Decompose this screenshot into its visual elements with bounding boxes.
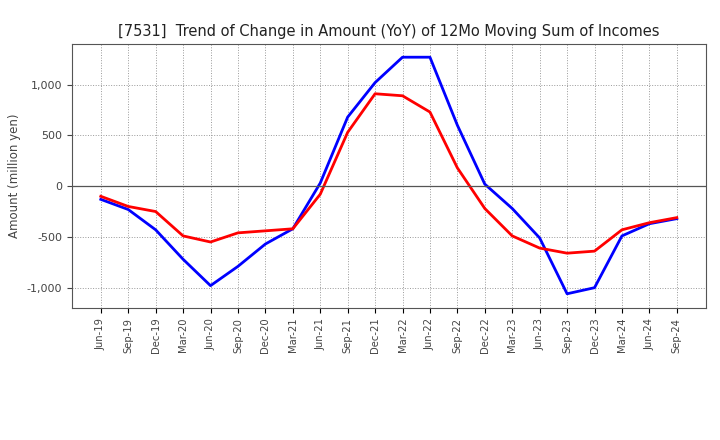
Net Income (179, 233, 187, 238)
Net Income (233, 230, 242, 235)
Ordinary Income (96, 197, 105, 202)
Net Income (480, 206, 489, 211)
Net Income (289, 226, 297, 231)
Net Income (590, 249, 599, 254)
Ordinary Income (124, 207, 132, 212)
Ordinary Income (590, 285, 599, 290)
Ordinary Income (316, 180, 325, 186)
Ordinary Income (508, 206, 516, 211)
Ordinary Income (206, 283, 215, 288)
Ordinary Income (289, 226, 297, 231)
Ordinary Income (645, 221, 654, 226)
Ordinary Income (480, 181, 489, 187)
Net Income (453, 165, 462, 171)
Ordinary Income (563, 291, 572, 297)
Net Income (398, 93, 407, 99)
Ordinary Income (261, 242, 270, 247)
Ordinary Income (343, 114, 352, 120)
Net Income (426, 110, 434, 115)
Title: [7531]  Trend of Change in Amount (YoY) of 12Mo Moving Sum of Incomes: [7531] Trend of Change in Amount (YoY) o… (118, 24, 660, 39)
Net Income (645, 220, 654, 225)
Net Income (508, 233, 516, 238)
Net Income (206, 239, 215, 245)
Ordinary Income (536, 235, 544, 241)
Ordinary Income (151, 227, 160, 232)
Ordinary Income (426, 55, 434, 60)
Net Income (124, 204, 132, 209)
Net Income (536, 246, 544, 251)
Ordinary Income (233, 264, 242, 269)
Ordinary Income (672, 216, 681, 221)
Net Income (563, 250, 572, 256)
Ordinary Income (179, 257, 187, 262)
Net Income (343, 130, 352, 135)
Ordinary Income (371, 80, 379, 85)
Net Income (672, 215, 681, 220)
Ordinary Income (453, 123, 462, 128)
Net Income (96, 194, 105, 199)
Ordinary Income (618, 233, 626, 238)
Line: Ordinary Income: Ordinary Income (101, 57, 677, 294)
Net Income (151, 209, 160, 214)
Net Income (618, 227, 626, 232)
Line: Net Income: Net Income (101, 94, 677, 253)
Y-axis label: Amount (million yen): Amount (million yen) (8, 114, 21, 238)
Ordinary Income (398, 55, 407, 60)
Net Income (316, 192, 325, 197)
Net Income (261, 228, 270, 234)
Net Income (371, 91, 379, 96)
